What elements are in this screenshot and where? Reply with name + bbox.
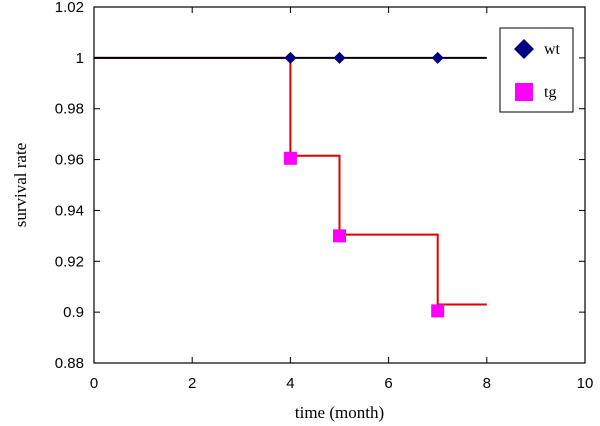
y-tick-label-2: 0.92 — [55, 253, 84, 270]
axis-tick-labels: 0 2 4 6 8 10 0.88 0.9 0.92 0.94 0.96 0.98 1 1.02 — [55, 0, 594, 392]
point-wt-2 — [431, 51, 444, 64]
y-tick-label-6: 1 — [76, 50, 84, 67]
legend-items: wt tg — [514, 39, 561, 101]
x-tick-label-0: 0 — [90, 375, 98, 392]
series-line-tg — [94, 56, 487, 306]
point-tg-1 — [333, 229, 346, 243]
legend-label-tg: tg — [544, 84, 556, 101]
y-tick-label-1: 0.9 — [63, 304, 84, 321]
y-tick-label-5: 0.98 — [55, 101, 84, 118]
y-tick-label-0: 0.88 — [55, 355, 84, 372]
point-tg-0 — [283, 151, 297, 165]
y-tick-label-3: 0.94 — [55, 202, 84, 219]
point-wt-1 — [333, 51, 346, 64]
y-tick-label-4: 0.96 — [55, 152, 84, 169]
x-tick-label-5: 10 — [577, 375, 594, 392]
series-lines — [94, 56, 487, 306]
x-tick-label-1: 2 — [188, 375, 196, 392]
legend-marker-wt — [514, 39, 534, 59]
x-tick-label-2: 4 — [286, 375, 294, 392]
legend-marker-tg — [515, 83, 533, 101]
plot-frame — [93, 6, 586, 364]
series-markers — [283, 51, 445, 318]
point-wt-0 — [284, 51, 297, 64]
y-axis-title: survival rate — [11, 143, 30, 228]
axis-ticks — [93, 6, 586, 364]
point-tg-2 — [431, 304, 445, 318]
legend: wt tg — [499, 27, 574, 113]
y-tick-label-7: 1.02 — [55, 0, 84, 16]
x-tick-label-3: 6 — [384, 375, 392, 392]
legend-label-wt: wt — [544, 41, 561, 58]
legend-box — [499, 27, 574, 113]
x-axis-title: time (month) — [295, 403, 384, 422]
x-tick-label-4: 8 — [483, 375, 491, 392]
